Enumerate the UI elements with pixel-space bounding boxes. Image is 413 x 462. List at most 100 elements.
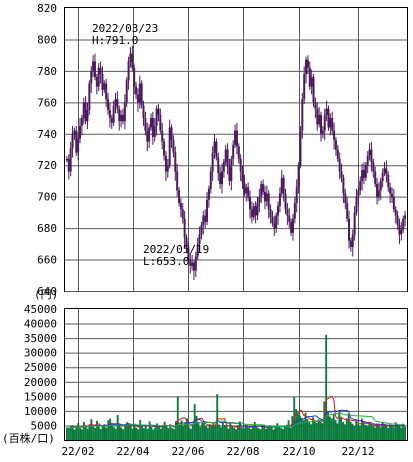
volume-bar bbox=[220, 427, 222, 440]
volume-bar bbox=[353, 426, 356, 440]
volume-bar bbox=[345, 419, 348, 440]
low-annotation-date: 2022/05/19 bbox=[143, 243, 209, 256]
volume-bar bbox=[127, 423, 130, 440]
volume-bar bbox=[282, 428, 284, 440]
volume-bar bbox=[344, 424, 346, 440]
volume-bar bbox=[156, 423, 159, 440]
price-candle bbox=[377, 190, 380, 197]
volume-bar bbox=[229, 423, 232, 440]
price-candle bbox=[202, 215, 205, 225]
price-candle bbox=[155, 108, 158, 126]
price-candle bbox=[235, 130, 238, 147]
volume-y-tick-label: 20000 bbox=[24, 376, 57, 389]
price-candle bbox=[125, 80, 128, 103]
volume-bar bbox=[122, 429, 125, 440]
volume-bar bbox=[146, 428, 149, 440]
price-candle bbox=[217, 157, 220, 174]
volume-bar bbox=[321, 423, 324, 440]
volume-bar bbox=[389, 424, 391, 440]
volume-bar bbox=[265, 428, 267, 440]
volume-bar bbox=[81, 429, 83, 440]
price-candle bbox=[265, 193, 268, 202]
price-candle bbox=[107, 99, 110, 111]
volume-bar bbox=[236, 425, 239, 440]
price-candle bbox=[86, 110, 89, 122]
volume-bar bbox=[195, 415, 198, 440]
volume-y-tick-label: 40000 bbox=[24, 318, 57, 331]
price-candle bbox=[120, 114, 123, 122]
price-candle bbox=[381, 173, 384, 181]
volume-bar bbox=[366, 426, 369, 440]
price-candle bbox=[280, 177, 283, 194]
price-candle bbox=[71, 133, 74, 148]
price-candle bbox=[142, 105, 145, 119]
price-candle bbox=[232, 144, 235, 159]
x-tick-label: 22/02 bbox=[61, 445, 94, 458]
price-candle bbox=[303, 74, 306, 100]
high-annotation-value: H:791.0 bbox=[92, 34, 138, 47]
price-candle bbox=[336, 149, 339, 159]
volume-bar bbox=[287, 420, 290, 440]
price-candle bbox=[402, 218, 405, 230]
price-candle bbox=[312, 77, 315, 103]
price-candle bbox=[275, 215, 278, 229]
price-candle bbox=[305, 59, 308, 75]
volume-bar bbox=[118, 424, 121, 440]
price-candle bbox=[306, 59, 309, 68]
price-candle bbox=[260, 184, 263, 197]
price-candle bbox=[325, 108, 328, 115]
volume-bar bbox=[126, 422, 128, 440]
volume-bar bbox=[394, 422, 397, 440]
price-candle bbox=[291, 218, 294, 233]
price-y-tick-label: 660 bbox=[37, 254, 57, 267]
price-candle bbox=[263, 191, 266, 202]
volume-bar bbox=[216, 394, 219, 440]
price-y-tick-label: 780 bbox=[37, 65, 57, 78]
price-candle bbox=[131, 53, 134, 68]
volume-bar bbox=[171, 427, 174, 440]
price-candle bbox=[174, 152, 177, 172]
volume-unit-label: (百株/口) bbox=[2, 431, 55, 445]
volume-bar bbox=[97, 424, 100, 440]
price-candle bbox=[271, 217, 274, 224]
price-candle bbox=[123, 102, 126, 122]
volume-bar bbox=[370, 424, 373, 440]
price-candle bbox=[308, 67, 311, 87]
price-candle bbox=[79, 125, 82, 139]
volume-bar bbox=[278, 425, 281, 440]
volume-bar bbox=[248, 427, 251, 440]
price-candle bbox=[338, 158, 341, 172]
volume-bar bbox=[152, 429, 155, 440]
price-candle bbox=[357, 190, 360, 197]
volume-bar bbox=[225, 426, 228, 440]
price-candle bbox=[157, 108, 160, 115]
price-candle bbox=[385, 168, 388, 175]
price-candle bbox=[372, 162, 375, 172]
price-candle bbox=[99, 67, 102, 75]
price-candle bbox=[93, 61, 96, 78]
volume-bar bbox=[383, 425, 386, 440]
volume-bar bbox=[82, 421, 85, 440]
volume-y-tick-label: 10000 bbox=[24, 405, 57, 418]
price-candle bbox=[65, 158, 68, 161]
price-candle bbox=[340, 171, 343, 178]
volume-bar bbox=[317, 419, 320, 440]
price-candle bbox=[267, 193, 270, 210]
price-candle bbox=[239, 158, 242, 172]
price-candle bbox=[394, 209, 397, 216]
volume-bar bbox=[396, 424, 399, 440]
price-candle bbox=[273, 223, 276, 229]
x-tick-label: 22/04 bbox=[116, 445, 149, 458]
price-candle bbox=[374, 171, 377, 185]
price-candle bbox=[316, 108, 319, 125]
volume-bar bbox=[103, 424, 106, 440]
x-tick-label: 22/12 bbox=[341, 445, 374, 458]
price-candle bbox=[166, 165, 169, 172]
low-annotation-value: L:653.0 bbox=[143, 255, 189, 268]
volume-bar bbox=[77, 423, 80, 440]
price-candle bbox=[348, 218, 351, 241]
price-candle bbox=[84, 102, 87, 122]
price-y-tick-label: 740 bbox=[37, 128, 57, 141]
price-candle bbox=[286, 209, 289, 216]
volume-bar bbox=[270, 426, 273, 440]
